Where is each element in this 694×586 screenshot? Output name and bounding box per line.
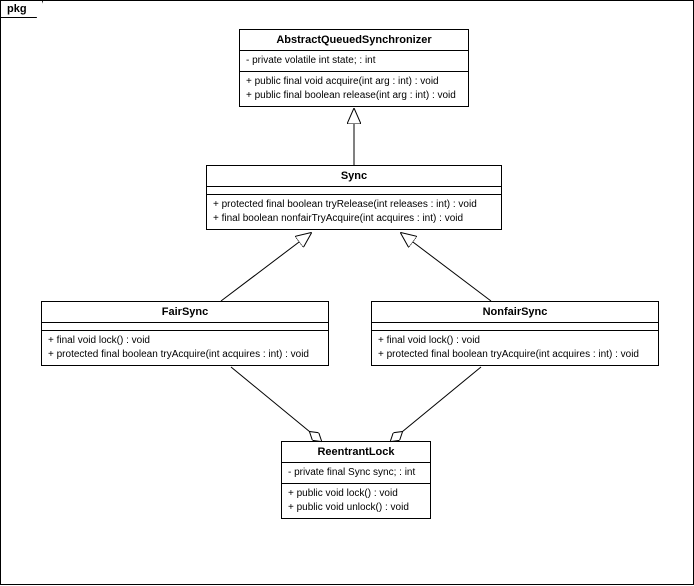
rel-fair-sync: [221, 233, 311, 301]
class-reentrantlock: ReentrantLock - private final Sync sync;…: [281, 441, 431, 519]
class-name: ReentrantLock: [282, 442, 430, 463]
class-attrs: - private final Sync sync; : int: [282, 463, 430, 484]
op: + final boolean nonfairTryAcquire(int ac…: [213, 212, 495, 226]
class-ops: + public final void acquire(int arg : in…: [240, 72, 468, 106]
class-name: Sync: [207, 166, 501, 187]
class-attrs: - private volatile int state; : int: [240, 51, 468, 72]
op: + protected final boolean tryRelease(int…: [213, 198, 495, 212]
diagram-canvas: pkg AbstractQueuedSynchronizer - private…: [0, 0, 694, 585]
class-aqs: AbstractQueuedSynchronizer - private vol…: [239, 29, 469, 107]
class-sync: Sync + protected final boolean tryReleas…: [206, 165, 502, 230]
class-ops: + protected final boolean tryRelease(int…: [207, 195, 501, 229]
op: + public final boolean release(int arg :…: [246, 89, 462, 103]
op: + final void lock() : void: [48, 334, 322, 348]
op: + protected final boolean tryAcquire(int…: [378, 348, 652, 362]
class-attrs: [207, 187, 501, 195]
class-name: AbstractQueuedSynchronizer: [240, 30, 468, 51]
op: + final void lock() : void: [378, 334, 652, 348]
class-ops: + public void lock() : void + public voi…: [282, 484, 430, 518]
class-nonfairsync: NonfairSync + final void lock() : void +…: [371, 301, 659, 366]
class-ops: + final void lock() : void + protected f…: [42, 331, 328, 365]
class-fairsync: FairSync + final void lock() : void + pr…: [41, 301, 329, 366]
op: + public final void acquire(int arg : in…: [246, 75, 462, 89]
class-name: FairSync: [42, 302, 328, 323]
class-name: NonfairSync: [372, 302, 658, 323]
class-attrs: [42, 323, 328, 331]
op: + protected final boolean tryAcquire(int…: [48, 348, 322, 362]
rel-reentrant-nonfair: [391, 367, 481, 441]
op: + public void unlock() : void: [288, 501, 424, 515]
package-label: pkg: [1, 1, 43, 18]
class-ops: + final void lock() : void + protected f…: [372, 331, 658, 365]
attr: - private volatile int state; : int: [246, 54, 462, 68]
class-attrs: [372, 323, 658, 331]
rel-nonfair-sync: [401, 233, 491, 301]
attr: - private final Sync sync; : int: [288, 466, 424, 480]
rel-reentrant-fair: [231, 367, 321, 441]
op: + public void lock() : void: [288, 487, 424, 501]
